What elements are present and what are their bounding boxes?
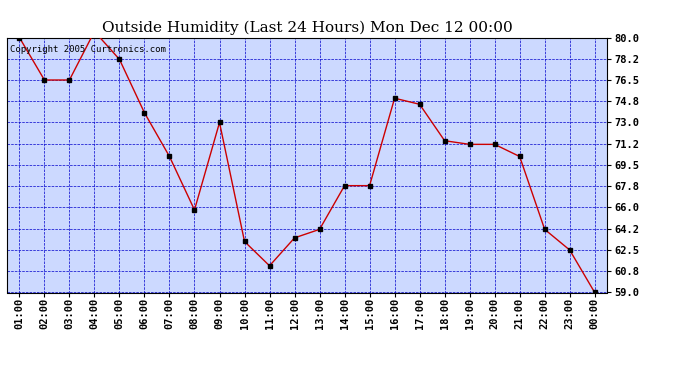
Title: Outside Humidity (Last 24 Hours) Mon Dec 12 00:00: Outside Humidity (Last 24 Hours) Mon Dec… xyxy=(101,21,513,35)
Text: Copyright 2005 Curtronics.com: Copyright 2005 Curtronics.com xyxy=(10,45,166,54)
